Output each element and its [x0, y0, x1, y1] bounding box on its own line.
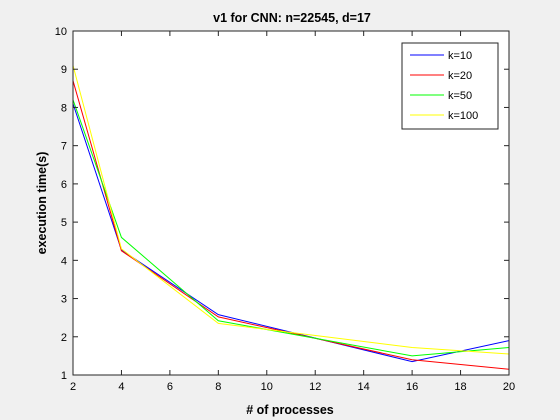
- chart-title: v1 for CNN: n=22545, d=17: [213, 11, 371, 25]
- x-tick-label: 14: [358, 381, 370, 393]
- legend: k=10 k=20 k=50 k=100: [401, 42, 499, 130]
- legend-label: k=100: [448, 110, 478, 122]
- x-tick-label: 6: [167, 381, 173, 393]
- series-line-k=20: [72, 80, 510, 370]
- y-axis-label: execution time(s): [35, 152, 49, 255]
- x-tick-label: 12: [309, 381, 321, 393]
- y-tick-label: 4: [61, 255, 67, 267]
- y-tick-label: 9: [61, 64, 67, 76]
- y-tick-label: 6: [61, 179, 67, 191]
- plot-border: [72, 30, 510, 376]
- x-tick-label: 8: [215, 381, 221, 393]
- x-tick-label: 20: [503, 381, 515, 393]
- x-tick-label: 16: [406, 381, 418, 393]
- chart-marks: [72, 65, 510, 370]
- legend-label: k=50: [448, 90, 472, 102]
- x-axis: 2 4 6 8 10 12 14 16 18 20: [70, 31, 515, 393]
- series-line-k=10: [72, 103, 510, 363]
- y-tick-label: 3: [61, 294, 67, 306]
- y-tick-label: 5: [61, 217, 67, 229]
- series-line-k=100: [72, 65, 510, 355]
- y-tick-label: 1: [61, 370, 67, 382]
- y-tick-label: 8: [61, 102, 67, 114]
- y-tick-label: 7: [61, 141, 67, 153]
- y-axis: 1 2 3 4 5 6 7 8 9 10: [55, 26, 509, 382]
- x-tick-label: 2: [70, 381, 76, 393]
- legend-label: k=10: [448, 50, 472, 62]
- series-line-k=50: [72, 99, 510, 357]
- y-tick-label: 2: [61, 332, 67, 344]
- x-axis-label: # of processes: [246, 403, 334, 417]
- x-tick-label: 18: [454, 381, 466, 393]
- y-tick-label: 10: [55, 26, 67, 38]
- x-tick-label: 4: [118, 381, 124, 393]
- x-tick-label: 10: [261, 381, 273, 393]
- legend-label: k=20: [448, 70, 472, 82]
